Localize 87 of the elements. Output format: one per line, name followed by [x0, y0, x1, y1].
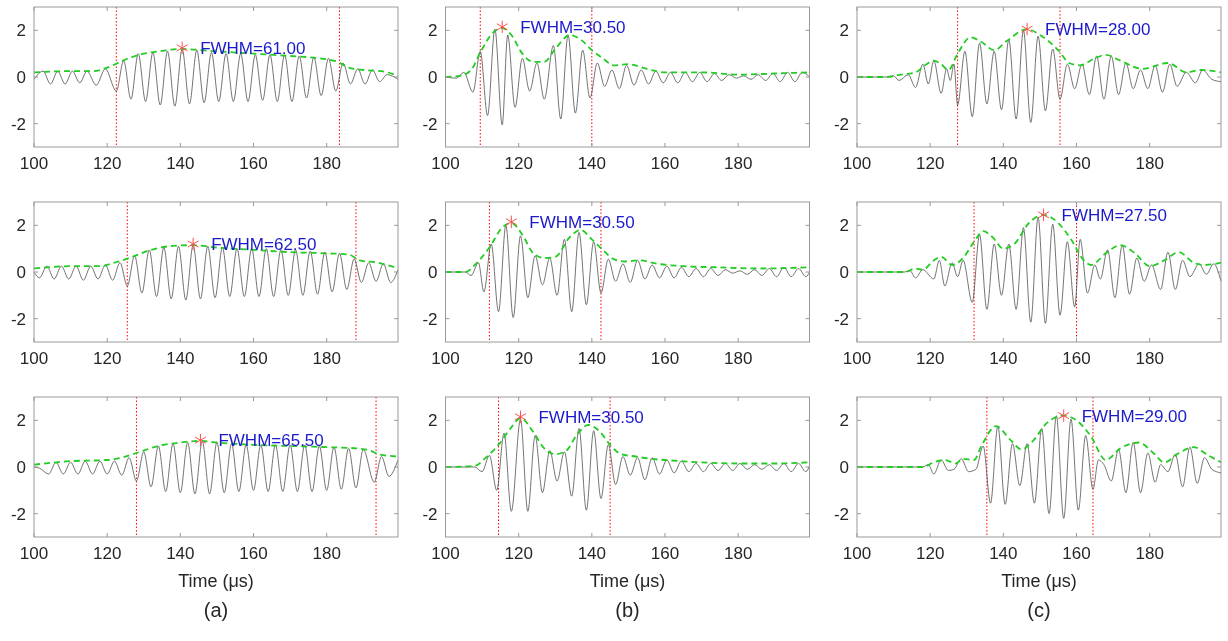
x-tick-label: 140 — [577, 544, 607, 563]
x-tick-label: 100 — [842, 349, 872, 368]
x-tick-label: 100 — [842, 544, 872, 563]
x-tick-label: 100 — [19, 544, 49, 563]
y-tick-label: 2 — [839, 216, 849, 236]
x-tick-label: 160 — [1062, 154, 1091, 173]
x-tick-label: 140 — [166, 349, 195, 368]
y-tick-label: 2 — [16, 21, 26, 41]
y-tick-label: -2 — [10, 114, 26, 134]
x-axis-title: Time (μs) — [178, 571, 254, 591]
y-tick-label: 0 — [428, 67, 438, 87]
text: (b) — [615, 599, 640, 621]
x-axis-title: Time (μs) — [589, 571, 666, 591]
x-tick-label: 140 — [166, 544, 195, 563]
y-tick-label: -2 — [10, 504, 26, 524]
x-tick-label: 180 — [1135, 349, 1164, 368]
annotation: FWHM=29.00 — [1081, 406, 1188, 426]
x-tick-label: 100 — [431, 544, 460, 563]
x-tick-label: 140 — [166, 154, 195, 173]
x-tick-label: 160 — [650, 544, 680, 563]
annotation: FWHM=27.50 — [1061, 205, 1167, 225]
x-tick-label: 140 — [577, 154, 607, 173]
x-tick-label: 100 — [431, 349, 460, 368]
x-tick-label: 140 — [989, 154, 1018, 173]
x-tick-label: 160 — [1062, 544, 1091, 563]
x-tick-label: 160 — [239, 544, 268, 563]
x-tick-label: 180 — [723, 349, 753, 368]
y-tick-label: 0 — [839, 457, 849, 477]
y-tick-label: 2 — [428, 216, 438, 236]
y-tick-label: 0 — [839, 67, 849, 87]
x-tick-label: 180 — [1135, 154, 1164, 173]
y-tick-label: 2 — [428, 411, 438, 431]
x-tick-label: 140 — [577, 349, 607, 368]
x-tick-label: 160 — [239, 154, 268, 173]
x-tick-label: 160 — [650, 154, 680, 173]
x-tick-label: 120 — [504, 154, 533, 173]
x-tick-label: 120 — [915, 154, 945, 173]
x-tick-label: 100 — [431, 154, 460, 173]
y-tick-label: 2 — [16, 411, 26, 431]
x-tick-label: 100 — [19, 154, 49, 173]
x-tick-label: 180 — [723, 544, 753, 563]
y-tick-label: -2 — [833, 504, 849, 524]
y-tick-label: -2 — [422, 309, 438, 329]
y-tick-label: 0 — [16, 262, 26, 282]
text: (c) — [1027, 599, 1051, 621]
y-tick-label: 2 — [428, 21, 438, 41]
annotation: FWHM=65.50 — [218, 431, 324, 451]
y-tick-label: 0 — [839, 262, 849, 282]
x-tick-label: 180 — [723, 154, 753, 173]
y-tick-label: 0 — [16, 457, 26, 477]
annotation: FWHM=30.50 — [529, 212, 635, 232]
x-tick-label: 180 — [312, 349, 341, 368]
annotation: FWHM=28.00 — [1045, 20, 1151, 40]
x-tick-label: 140 — [989, 544, 1018, 563]
x-tick-label: 120 — [92, 349, 122, 368]
x-tick-label: 120 — [504, 349, 533, 368]
text: (a) — [203, 599, 229, 621]
annotation: FWHM=30.50 — [538, 407, 644, 427]
x-tick-label: 120 — [504, 544, 533, 563]
annotation: FWHM=61.00 — [200, 38, 306, 58]
x-axis-title: Time (μs) — [1001, 571, 1077, 591]
x-tick-label: 160 — [650, 349, 680, 368]
y-tick-label: 2 — [839, 21, 849, 41]
y-tick-label: 0 — [428, 262, 438, 282]
x-tick-label: 160 — [1062, 349, 1091, 368]
x-tick-label: 160 — [239, 349, 268, 368]
y-tick-label: -2 — [833, 114, 849, 134]
x-tick-label: 180 — [312, 154, 341, 173]
x-tick-label: 100 — [19, 349, 49, 368]
x-tick-label: 180 — [312, 544, 341, 563]
x-tick-label: 120 — [92, 154, 122, 173]
x-tick-label: 120 — [915, 349, 945, 368]
y-tick-label: -2 — [10, 309, 26, 329]
x-tick-label: 120 — [92, 544, 122, 563]
y-tick-label: 2 — [16, 216, 26, 236]
y-tick-label: 0 — [16, 67, 26, 87]
x-tick-label: 100 — [842, 154, 872, 173]
y-tick-label: -2 — [833, 309, 849, 329]
y-tick-label: -2 — [422, 504, 438, 524]
annotation: FWHM=30.50 — [520, 17, 626, 37]
y-tick-label: 0 — [428, 457, 438, 477]
y-tick-label: 2 — [839, 411, 849, 431]
y-tick-label: -2 — [422, 114, 438, 134]
x-tick-label: 180 — [1135, 544, 1164, 563]
x-tick-label: 140 — [989, 349, 1018, 368]
annotation: FWHM=62.50 — [211, 234, 317, 254]
x-tick-label: 120 — [915, 544, 945, 563]
